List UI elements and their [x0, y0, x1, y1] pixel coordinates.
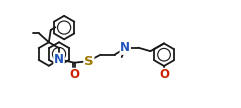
Text: N: N [54, 53, 64, 66]
Text: N: N [120, 41, 130, 54]
Text: O: O [159, 68, 169, 81]
Text: O: O [69, 68, 79, 81]
Text: S: S [84, 55, 94, 68]
